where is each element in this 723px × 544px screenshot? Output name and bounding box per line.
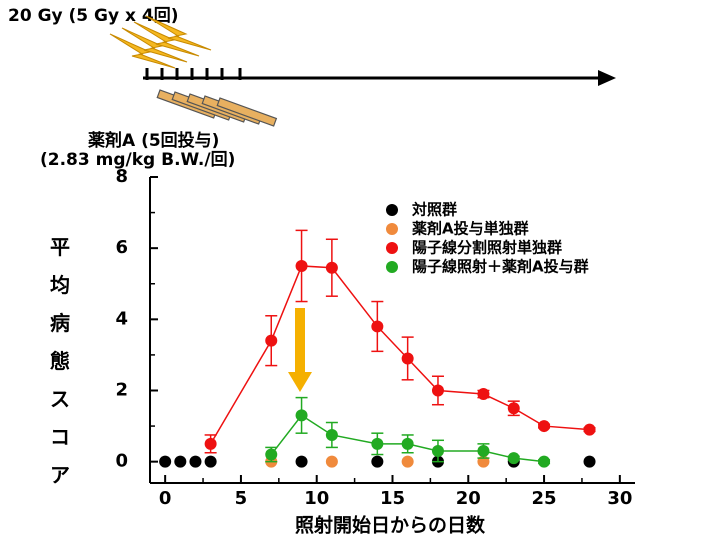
data-point [189, 456, 201, 468]
legend-label: 薬剤A投与単独群 [411, 220, 529, 238]
x-tick-label: 30 [607, 488, 632, 509]
legend-marker [386, 204, 398, 216]
data-point [326, 456, 338, 468]
data-point [205, 456, 217, 468]
x-tick-label: 0 [159, 488, 172, 509]
data-point [402, 456, 414, 468]
x-tick-label: 10 [304, 488, 329, 509]
drug-label: 薬剤A (5回投与) [88, 130, 219, 151]
data-point [584, 424, 596, 436]
series-line [211, 266, 590, 444]
data-point [538, 420, 550, 432]
legend-marker [386, 223, 398, 235]
x-axis-label: 照射開始日からの日数 [295, 514, 486, 537]
data-point [477, 445, 489, 457]
data-point [584, 456, 596, 468]
data-point [508, 452, 520, 464]
legend-label: 対照群 [411, 201, 457, 219]
x-tick-label: 25 [532, 488, 557, 509]
y-tick-label: 4 [115, 308, 128, 329]
data-point [432, 384, 444, 396]
data-point [402, 438, 414, 450]
legend-marker [386, 261, 398, 273]
y-tick-label: 2 [115, 379, 128, 400]
data-point [296, 409, 308, 421]
data-point [174, 456, 186, 468]
data-point [371, 320, 383, 332]
chart: 20 Gy (5 Gy x 4回) 薬剤A (5回投与) (2.83 mg/kg… [0, 0, 723, 540]
timeline [143, 68, 600, 80]
data-point [205, 438, 217, 450]
y-axis-label: 平均病態スコア [50, 235, 70, 487]
x-tick-label: 20 [456, 488, 481, 509]
data-point [371, 438, 383, 450]
x-tick-label: 15 [380, 488, 405, 509]
data-point [326, 262, 338, 274]
data-point [508, 402, 520, 414]
data-point [265, 335, 277, 347]
annotation-arrow [288, 308, 312, 392]
y-tick-label: 0 [115, 451, 128, 472]
data-point [326, 429, 338, 441]
data-point [402, 352, 414, 364]
data-point [538, 456, 550, 468]
data-point [371, 456, 383, 468]
x-tick-label: 5 [235, 488, 248, 509]
header: 20 Gy (5 Gy x 4回) [8, 6, 178, 26]
dose-label: (2.83 mg/kg B.W./回) [40, 150, 235, 170]
data-point [159, 456, 171, 468]
syringe-icon [157, 90, 276, 126]
data-point [296, 260, 308, 272]
y-tick-label: 8 [115, 166, 128, 187]
timeline-arrowhead [598, 70, 616, 86]
data-point [265, 449, 277, 461]
legend-label: 陽子線照射＋薬剤A投与群 [412, 258, 589, 276]
legend-label: 陽子線分割照射単独群 [412, 239, 562, 257]
data-point [477, 388, 489, 400]
data-point [296, 456, 308, 468]
data-point [432, 445, 444, 457]
y-tick-label: 6 [115, 237, 128, 258]
legend-marker [386, 242, 398, 254]
y-axis-label-text: 平均病態スコア [50, 235, 70, 487]
